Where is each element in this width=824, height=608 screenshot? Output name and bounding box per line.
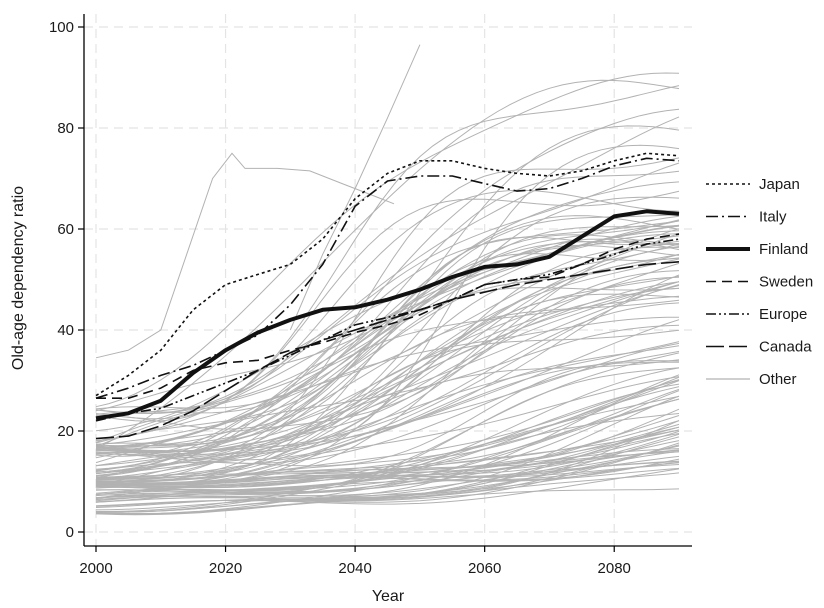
x-tick-label: 2040 bbox=[338, 560, 371, 577]
legend: Japan Italy Finland Sweden Europe Canada Other bbox=[706, 176, 813, 388]
y-axis-label: Old-age dependency ratio bbox=[10, 186, 27, 370]
x-tick-label: 2000 bbox=[79, 560, 112, 577]
other-country-line bbox=[95, 242, 680, 442]
other-country-line bbox=[95, 275, 680, 477]
y-tick-label: 20 bbox=[57, 423, 74, 440]
other-country-line bbox=[95, 285, 680, 454]
other-country-line bbox=[289, 44, 421, 331]
other-country-line bbox=[95, 72, 680, 408]
other-country-line bbox=[95, 254, 680, 458]
other-country-line bbox=[95, 233, 680, 442]
other-country-line bbox=[95, 116, 680, 414]
other-country-line bbox=[95, 162, 680, 415]
y-tick-label: 60 bbox=[57, 221, 74, 238]
other-country-line bbox=[95, 426, 680, 508]
other-country-line bbox=[95, 445, 680, 515]
series-line-japan bbox=[95, 152, 680, 397]
other-country-line bbox=[95, 460, 680, 482]
y-tick-label: 40 bbox=[57, 322, 74, 339]
series-line-italy bbox=[95, 157, 680, 399]
other-country-line bbox=[95, 181, 680, 483]
other-country-line bbox=[95, 359, 680, 453]
other-country-line bbox=[95, 228, 680, 472]
legend-label-finland: Finland bbox=[759, 241, 808, 258]
other-country-line bbox=[95, 376, 680, 479]
other-country-line bbox=[95, 451, 680, 499]
legend-label-europe: Europe bbox=[759, 306, 807, 323]
other-country-line bbox=[95, 488, 680, 502]
other-country-line bbox=[95, 220, 680, 474]
other-country-line bbox=[95, 189, 680, 420]
legend-label-japan: Japan bbox=[759, 176, 800, 193]
axes bbox=[83, 14, 692, 547]
other-country-line bbox=[95, 276, 680, 448]
x-tick-label: 2060 bbox=[468, 560, 501, 577]
x-axis-label: Year bbox=[372, 588, 405, 605]
other-country-line bbox=[95, 316, 680, 449]
other-country-line bbox=[95, 108, 680, 457]
other-country-line bbox=[95, 238, 680, 412]
other-country-line bbox=[95, 287, 680, 450]
other-country-line bbox=[95, 293, 680, 499]
other-country-line bbox=[95, 170, 680, 415]
other-country-line bbox=[95, 152, 395, 359]
legend-label-italy: Italy bbox=[759, 209, 787, 226]
other-country-line bbox=[95, 79, 680, 450]
legend-label-sweden: Sweden bbox=[759, 274, 813, 291]
other-country-line bbox=[95, 468, 680, 507]
other-country-line bbox=[95, 461, 680, 484]
y-tick-label: 80 bbox=[57, 120, 74, 137]
x-tick-label: 2080 bbox=[598, 560, 631, 577]
other-country-line bbox=[95, 240, 680, 459]
other-country-line bbox=[95, 85, 680, 422]
other-country-line bbox=[95, 398, 680, 497]
other-country-line bbox=[95, 284, 680, 485]
main-lines bbox=[95, 152, 680, 440]
other-country-line bbox=[95, 398, 680, 503]
legend-label-other: Other bbox=[759, 371, 797, 388]
other-country-line bbox=[95, 380, 680, 488]
other-country-line bbox=[95, 395, 680, 513]
series-line-europe bbox=[95, 238, 680, 422]
y-tick-label: 0 bbox=[66, 524, 74, 541]
other-country-line bbox=[95, 270, 680, 479]
other-country-line bbox=[95, 426, 680, 488]
series-line-finland bbox=[95, 209, 680, 421]
other-country-line bbox=[95, 233, 680, 478]
other-country-line bbox=[95, 196, 680, 475]
other-country-line bbox=[95, 329, 680, 480]
other-lines bbox=[95, 44, 680, 516]
series-line-sweden bbox=[96, 233, 680, 399]
other-country-line bbox=[95, 345, 680, 461]
other-country-line bbox=[95, 253, 680, 445]
other-country-line bbox=[95, 224, 680, 470]
other-country-line bbox=[95, 467, 680, 485]
legend-label-canada: Canada bbox=[759, 339, 812, 356]
other-country-line bbox=[96, 281, 680, 480]
other-country-line bbox=[95, 190, 680, 420]
series-line-canada bbox=[95, 261, 680, 440]
other-country-line bbox=[95, 342, 680, 482]
y-tick-label: 100 bbox=[49, 19, 74, 36]
x-tick-label: 2020 bbox=[209, 560, 242, 577]
